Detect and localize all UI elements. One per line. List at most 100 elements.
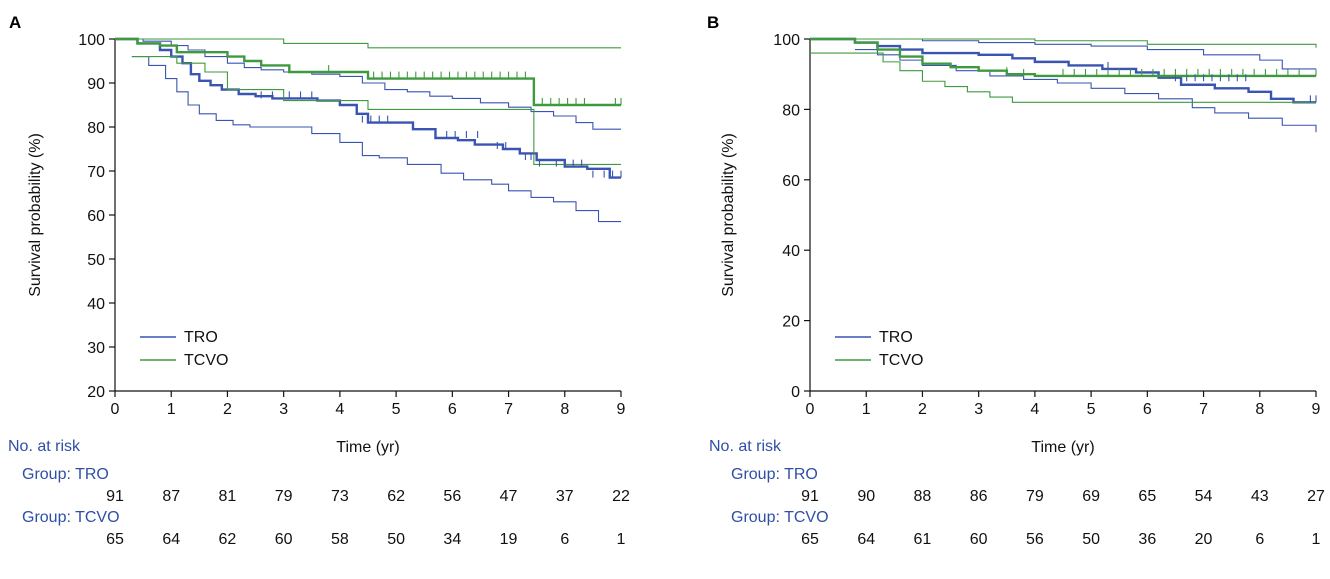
risk-count: 69 [1082, 488, 1100, 505]
y-tick-label: 20 [782, 314, 800, 331]
x-tick-label: 2 [223, 401, 232, 418]
tcvo-upper-ci-line [810, 38, 1317, 48]
y-tick-label: 0 [791, 384, 800, 401]
risk-count: 60 [969, 531, 988, 548]
chart-panel-b: B 0 20 40 60 80 100 0 1 2 3 4 5 6 7 8 9 Time (yr) Survival… [665, 0, 1330, 579]
x-tick-label: 1 [167, 401, 176, 418]
risk-count: 56 [443, 488, 462, 505]
panel-letter: B [707, 13, 719, 32]
risk-count: 56 [1025, 531, 1044, 548]
risk-count: 1 [1311, 531, 1321, 548]
y-tick-label: 40 [87, 296, 105, 313]
tcvo-lower-ci-line [810, 52, 1316, 103]
risk-count: 79 [274, 488, 293, 505]
panel-letter: A [9, 13, 21, 32]
x-tick-label: 3 [974, 401, 983, 418]
y-tick-label: 90 [87, 76, 105, 93]
risk-count: 6 [560, 531, 570, 548]
y-tick-label: 100 [78, 32, 105, 49]
risk-count: 60 [274, 531, 293, 548]
x-tick-label: 2 [918, 401, 927, 418]
chart-panel-a: A 20 30 40 50 60 70 80 90 100 0 1 2 3 4 5 6 7 8 9 Time (yr) S… [8, 13, 630, 548]
risk-count: 54 [1194, 488, 1213, 505]
y-tick-label: 30 [87, 340, 105, 357]
risk-count: 88 [913, 488, 932, 505]
x-tick-label: 3 [279, 401, 288, 418]
x-tick-label: 6 [1143, 401, 1152, 418]
x-tick-label: 9 [617, 401, 626, 418]
x-axis-title: Time (yr) [336, 439, 399, 456]
risk-count: 20 [1194, 531, 1213, 548]
y-tick-label: 60 [782, 173, 800, 190]
x-tick-label: 8 [560, 401, 569, 418]
risk-count: 64 [857, 531, 876, 548]
risk-count: 19 [499, 531, 518, 548]
risk-count: 27 [1307, 488, 1325, 505]
y-tick-label: 50 [87, 252, 105, 269]
legend-label-tro: TRO [184, 329, 218, 346]
risk-group-label-tcvo: Group: TCVO [731, 509, 829, 526]
y-axis-title: Survival probability (%) [720, 133, 737, 297]
legend-label-tro: TRO [879, 329, 913, 346]
tcvo-lower-ci-line [131, 56, 621, 165]
risk-count: 81 [218, 488, 237, 505]
x-tick-label: 4 [1030, 401, 1039, 418]
x-tick-label: 0 [806, 401, 815, 418]
tro-upper-ci-line [810, 38, 1316, 70]
km-chart-a: A 20 30 40 50 60 70 80 90 100 0 1 2 3 4 5 6 7 8 9 Time (yr) S… [9, 13, 626, 456]
x-tick-label: 4 [335, 401, 344, 418]
risk-count: 58 [330, 531, 349, 548]
y-tick-label: 80 [782, 102, 800, 119]
x-tick-label: 1 [862, 401, 871, 418]
y-axis-title: Survival probability (%) [27, 133, 44, 297]
risk-count: 22 [612, 488, 630, 505]
x-axis-title: Time (yr) [1031, 439, 1094, 456]
x-tick-label: 6 [448, 401, 457, 418]
risk-count: 47 [499, 488, 518, 505]
y-tick-label: 70 [87, 164, 105, 181]
risk-count: 65 [106, 531, 124, 548]
risk-count: 61 [913, 531, 932, 548]
tcvo-upper-ci-line [115, 38, 621, 49]
x-tick-label: 5 [1087, 401, 1096, 418]
x-tick-label: 9 [1312, 401, 1321, 418]
risk-count: 87 [162, 488, 181, 505]
y-tick-label: 60 [87, 208, 105, 225]
risk-count: 91 [801, 488, 819, 505]
risk-count: 37 [555, 488, 574, 505]
x-tick-label: 8 [1255, 401, 1264, 418]
tcvo-estimate-line [115, 37, 621, 107]
risk-count: 64 [162, 531, 181, 548]
tro-lower-ci-line [131, 56, 621, 223]
risk-count: 34 [443, 531, 462, 548]
risk-count: 62 [218, 531, 237, 548]
risk-count: 65 [1138, 488, 1157, 505]
legend-label-tcvo: TCVO [184, 352, 228, 369]
risk-count: 91 [106, 488, 124, 505]
risk-count: 79 [1025, 488, 1044, 505]
risk-group-label-tcvo: Group: TCVO [22, 509, 120, 526]
risk-count: 90 [857, 488, 876, 505]
risk-count: 43 [1250, 488, 1269, 505]
tro-estimate-line [810, 37, 1316, 104]
risk-count: 36 [1138, 531, 1157, 548]
x-tick-label: 5 [392, 401, 401, 418]
km-chart-b: B 0 20 40 60 80 100 0 1 2 3 4 5 6 7 8 9 Time (yr) Survival… [707, 13, 1321, 456]
risk-group-label-tro: Group: TRO [731, 466, 818, 483]
x-tick-label: 7 [1199, 401, 1208, 418]
risk-count: 86 [969, 488, 988, 505]
risk-count: 62 [387, 488, 405, 505]
risk-count: 50 [1082, 531, 1100, 548]
risk-table-title: No. at risk [709, 438, 782, 455]
risk-count: 6 [1255, 531, 1265, 548]
risk-group-label-tro: Group: TRO [22, 466, 109, 483]
risk-table-title: No. at risk [8, 438, 81, 455]
x-tick-label: 7 [504, 401, 513, 418]
y-tick-label: 40 [782, 243, 800, 260]
risk-count: 65 [801, 531, 819, 548]
risk-count: 50 [387, 531, 405, 548]
risk-count: 1 [616, 531, 626, 548]
tro-lower-ci-line [854, 49, 1317, 133]
legend-label-tcvo: TCVO [879, 352, 923, 369]
y-tick-label: 80 [87, 120, 105, 137]
